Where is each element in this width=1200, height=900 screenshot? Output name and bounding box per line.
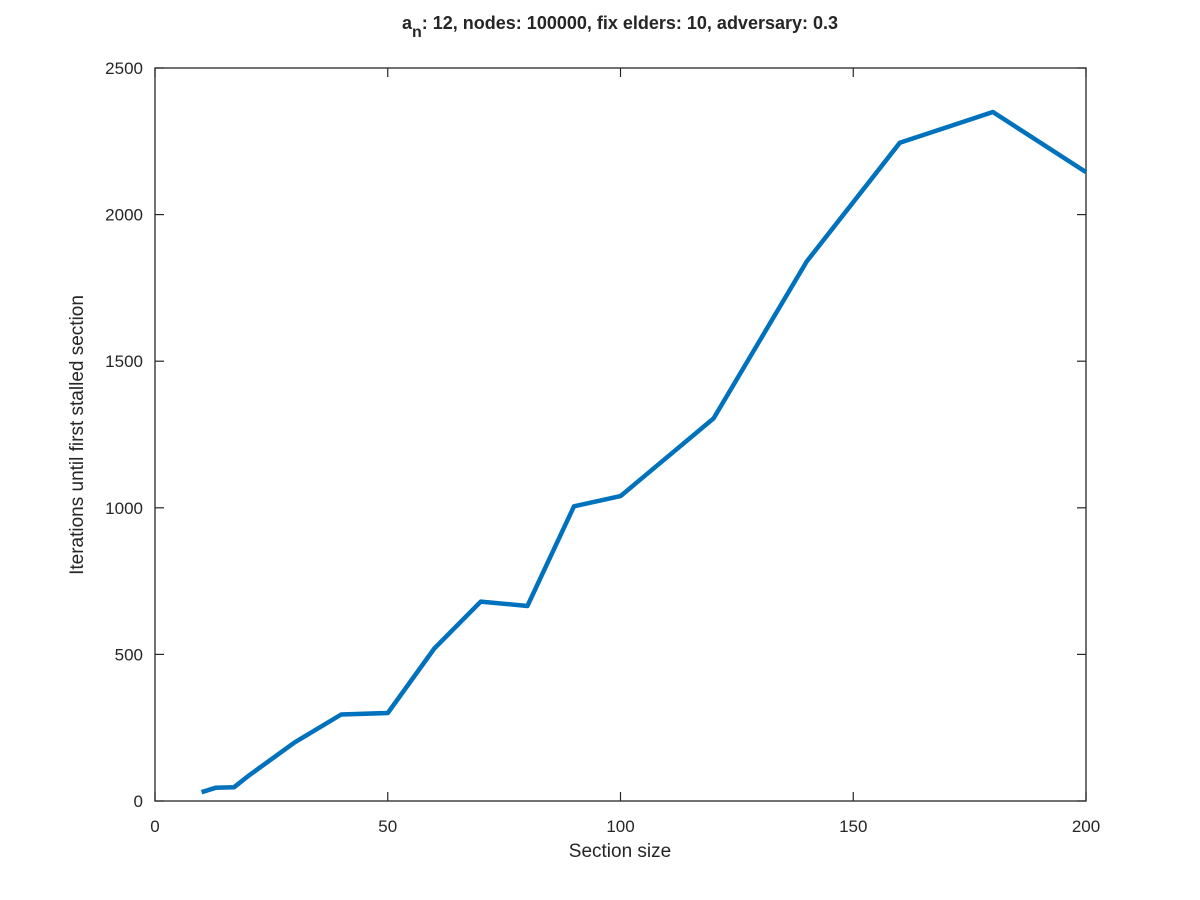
chart-title-subscript: n bbox=[412, 24, 422, 41]
chart-title-rest: : 12, nodes: 100000, fix elders: 10, adv… bbox=[422, 13, 838, 33]
x-tick-label: 200 bbox=[1072, 817, 1100, 836]
x-tick-label: 100 bbox=[606, 817, 634, 836]
series-line-0 bbox=[200, 109, 1088, 795]
chart-title-base: a bbox=[402, 13, 413, 33]
x-tick-label: 50 bbox=[378, 817, 397, 836]
y-tick-label: 1000 bbox=[105, 499, 143, 518]
x-axis-label: Section size bbox=[569, 841, 671, 862]
y-tick-label: 0 bbox=[134, 792, 143, 811]
axes-box bbox=[154, 67, 1087, 802]
x-tick-label: 0 bbox=[150, 817, 159, 836]
y-tick-label: 1500 bbox=[105, 352, 143, 371]
y-tick-label: 500 bbox=[115, 645, 143, 664]
x-tick-label: 150 bbox=[839, 817, 867, 836]
y-axis-label: Iterations until first stalled section bbox=[67, 295, 88, 575]
y-tick-label: 2500 bbox=[105, 59, 143, 78]
chart-title: an: 12, nodes: 100000, fix elders: 10, a… bbox=[402, 13, 838, 41]
y-tick-label: 2000 bbox=[105, 206, 143, 225]
